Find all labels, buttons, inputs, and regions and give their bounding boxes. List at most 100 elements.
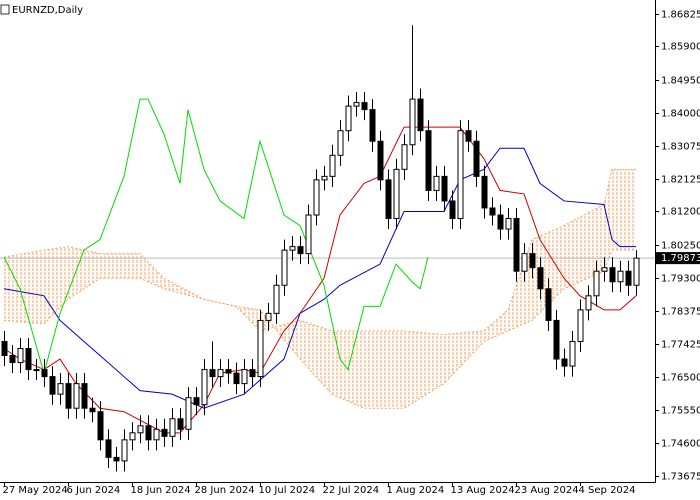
candle-body bbox=[17, 348, 24, 364]
candle-body bbox=[57, 383, 64, 395]
cloud-edge bbox=[3, 168, 636, 335]
candle-body bbox=[201, 369, 208, 406]
candle-body bbox=[633, 257, 640, 286]
candle-body bbox=[193, 397, 200, 406]
candle-body bbox=[281, 249, 288, 286]
candle-body bbox=[409, 98, 416, 146]
candle-body bbox=[489, 207, 496, 216]
candle-body bbox=[465, 130, 472, 142]
candle-body bbox=[265, 312, 272, 321]
candle-body bbox=[393, 168, 400, 220]
candle-body bbox=[577, 309, 584, 342]
candle-body bbox=[105, 439, 112, 458]
x-tick-label: 18 Jun 2024 bbox=[131, 485, 191, 496]
candle-body bbox=[377, 140, 384, 181]
y-tick-label: 1.84000 bbox=[661, 109, 700, 120]
indicator-line bbox=[3, 98, 429, 375]
x-tick-label: 28 Jun 2024 bbox=[195, 485, 255, 496]
y-tick-label: 1.74600 bbox=[661, 439, 700, 450]
candle-body bbox=[417, 98, 424, 132]
x-tick-label: 13 Aug 2024 bbox=[451, 485, 515, 496]
indicator-line bbox=[3, 147, 636, 409]
candle-body bbox=[113, 456, 120, 462]
y-tick-label: 1.82125 bbox=[661, 175, 700, 186]
candle-body bbox=[297, 246, 304, 255]
symbol-icon bbox=[0, 4, 10, 15]
candle-body bbox=[49, 376, 56, 395]
candle-body bbox=[473, 140, 480, 177]
candle-body bbox=[497, 214, 504, 230]
y-tick-label: 1.75550 bbox=[661, 406, 700, 417]
candle-body bbox=[553, 319, 560, 360]
candle-body bbox=[153, 428, 160, 441]
y-tick-label: 1.78375 bbox=[661, 307, 700, 318]
candle-body bbox=[185, 397, 192, 430]
candle-body bbox=[41, 369, 48, 378]
candle-body bbox=[9, 355, 16, 364]
candle-body bbox=[625, 270, 632, 286]
candle-body bbox=[345, 105, 352, 132]
y-tick-label: 1.76500 bbox=[661, 373, 700, 384]
candle-body bbox=[313, 179, 320, 216]
y-tick-label: 1.79300 bbox=[661, 274, 700, 285]
candle-body bbox=[617, 270, 624, 283]
y-tick-label: 1.77425 bbox=[661, 340, 700, 351]
candle-body bbox=[433, 175, 440, 191]
candle-body bbox=[337, 130, 344, 156]
last-price-box bbox=[656, 252, 700, 265]
candle-body bbox=[321, 175, 328, 181]
x-tick-label: 10 Jul 2024 bbox=[259, 485, 316, 496]
candle-body bbox=[249, 369, 256, 378]
candle-body bbox=[361, 102, 368, 111]
y-tick-label: 1.85900 bbox=[661, 42, 700, 53]
candle-body bbox=[129, 432, 136, 441]
candle-body bbox=[305, 214, 312, 255]
y-tick-label: 1.80250 bbox=[661, 241, 700, 252]
chart-title: EURNZD,Daily bbox=[12, 5, 83, 16]
candle-body bbox=[385, 179, 392, 220]
plot bbox=[0, 25, 655, 472]
candle-body bbox=[161, 428, 168, 437]
candle-body bbox=[401, 144, 408, 170]
candle-body bbox=[529, 253, 536, 269]
candle-body bbox=[545, 288, 552, 321]
candle-body bbox=[505, 218, 512, 230]
candle-body bbox=[121, 439, 128, 462]
candle-body bbox=[209, 369, 216, 378]
candle-body bbox=[609, 267, 616, 283]
candle-body bbox=[585, 295, 592, 311]
candle-body bbox=[73, 383, 80, 409]
candle-body bbox=[425, 130, 432, 191]
candle-body bbox=[449, 200, 456, 220]
candle-body bbox=[569, 340, 576, 367]
y-tick-label: 1.86825 bbox=[661, 10, 700, 21]
x-tick-label: 1 Aug 2024 bbox=[387, 485, 445, 496]
last-price-label: 1.79873 bbox=[661, 253, 700, 264]
y-tick-label: 1.81200 bbox=[661, 207, 700, 218]
y-tick-label: 1.73675 bbox=[661, 472, 700, 483]
candle-body bbox=[289, 246, 296, 251]
candle-body bbox=[369, 109, 376, 142]
candle-body bbox=[177, 418, 184, 430]
candle-body bbox=[521, 253, 528, 272]
candle-body bbox=[353, 102, 360, 107]
y-tick-label: 1.83075 bbox=[661, 142, 700, 153]
candle-body bbox=[601, 267, 608, 272]
y-tick-label: 1.84950 bbox=[661, 76, 700, 87]
candle-body bbox=[273, 284, 280, 314]
candle-body bbox=[169, 418, 176, 437]
candle-body bbox=[1, 340, 8, 357]
x-tick-label: 23 Aug 2024 bbox=[515, 485, 579, 496]
x-tick-label: 4 Sep 2024 bbox=[579, 485, 636, 496]
candle-body bbox=[241, 369, 248, 385]
candle-body bbox=[513, 218, 520, 272]
candle-body bbox=[457, 130, 464, 220]
candle-body bbox=[481, 175, 488, 209]
cloud bbox=[4, 169, 636, 409]
candle-body bbox=[233, 372, 240, 385]
candle-body bbox=[441, 175, 448, 202]
candle-body bbox=[65, 383, 72, 409]
candle-body bbox=[257, 319, 264, 378]
candle-body bbox=[225, 369, 232, 374]
